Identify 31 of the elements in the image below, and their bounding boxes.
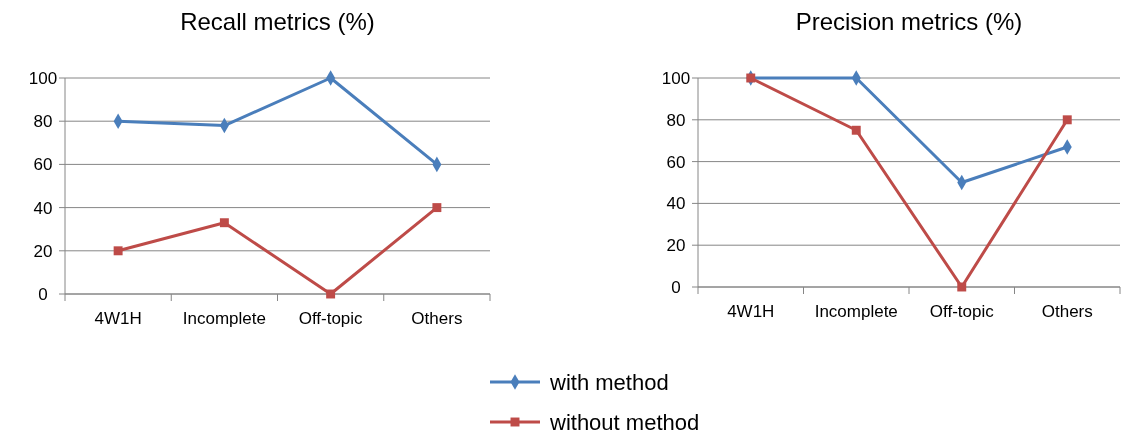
y-tick-label: 80 xyxy=(666,110,686,130)
legend-label: without method xyxy=(549,409,700,435)
y-tick-label: 20 xyxy=(33,241,53,261)
y-tick-label: 100 xyxy=(28,68,58,88)
x-tick-label: 4W1H xyxy=(727,302,775,321)
x-tick-label: Incomplete xyxy=(814,302,898,321)
chart-title: Recall metrics (%) xyxy=(180,8,375,35)
x-tick-label: Others xyxy=(1041,302,1093,321)
x-tick-label: Others xyxy=(411,309,463,328)
point xyxy=(851,125,861,135)
y-tick-label: 40 xyxy=(33,198,53,218)
y-tick-label: 100 xyxy=(661,68,691,88)
point xyxy=(1062,115,1072,125)
x-tick-label: Incomplete xyxy=(182,309,266,328)
x-tick-label: Off-topic xyxy=(929,302,995,321)
y-tick-label: 0 xyxy=(38,284,48,304)
point xyxy=(957,282,967,292)
point xyxy=(113,246,123,256)
x-tick-label: 4W1H xyxy=(94,309,142,328)
y-tick-label: 60 xyxy=(666,152,686,172)
y-tick-label: 60 xyxy=(33,155,53,175)
y-tick-label: 80 xyxy=(33,112,53,132)
y-tick-label: 40 xyxy=(666,194,686,214)
point xyxy=(219,218,229,228)
y-tick-label: 20 xyxy=(666,236,686,256)
chart-title: Precision metrics (%) xyxy=(795,8,1023,35)
point xyxy=(432,203,442,213)
y-tick-label: 0 xyxy=(671,277,681,297)
legend-label: with method xyxy=(549,369,669,395)
point xyxy=(326,289,336,299)
x-tick-label: Off-topic xyxy=(298,309,364,328)
